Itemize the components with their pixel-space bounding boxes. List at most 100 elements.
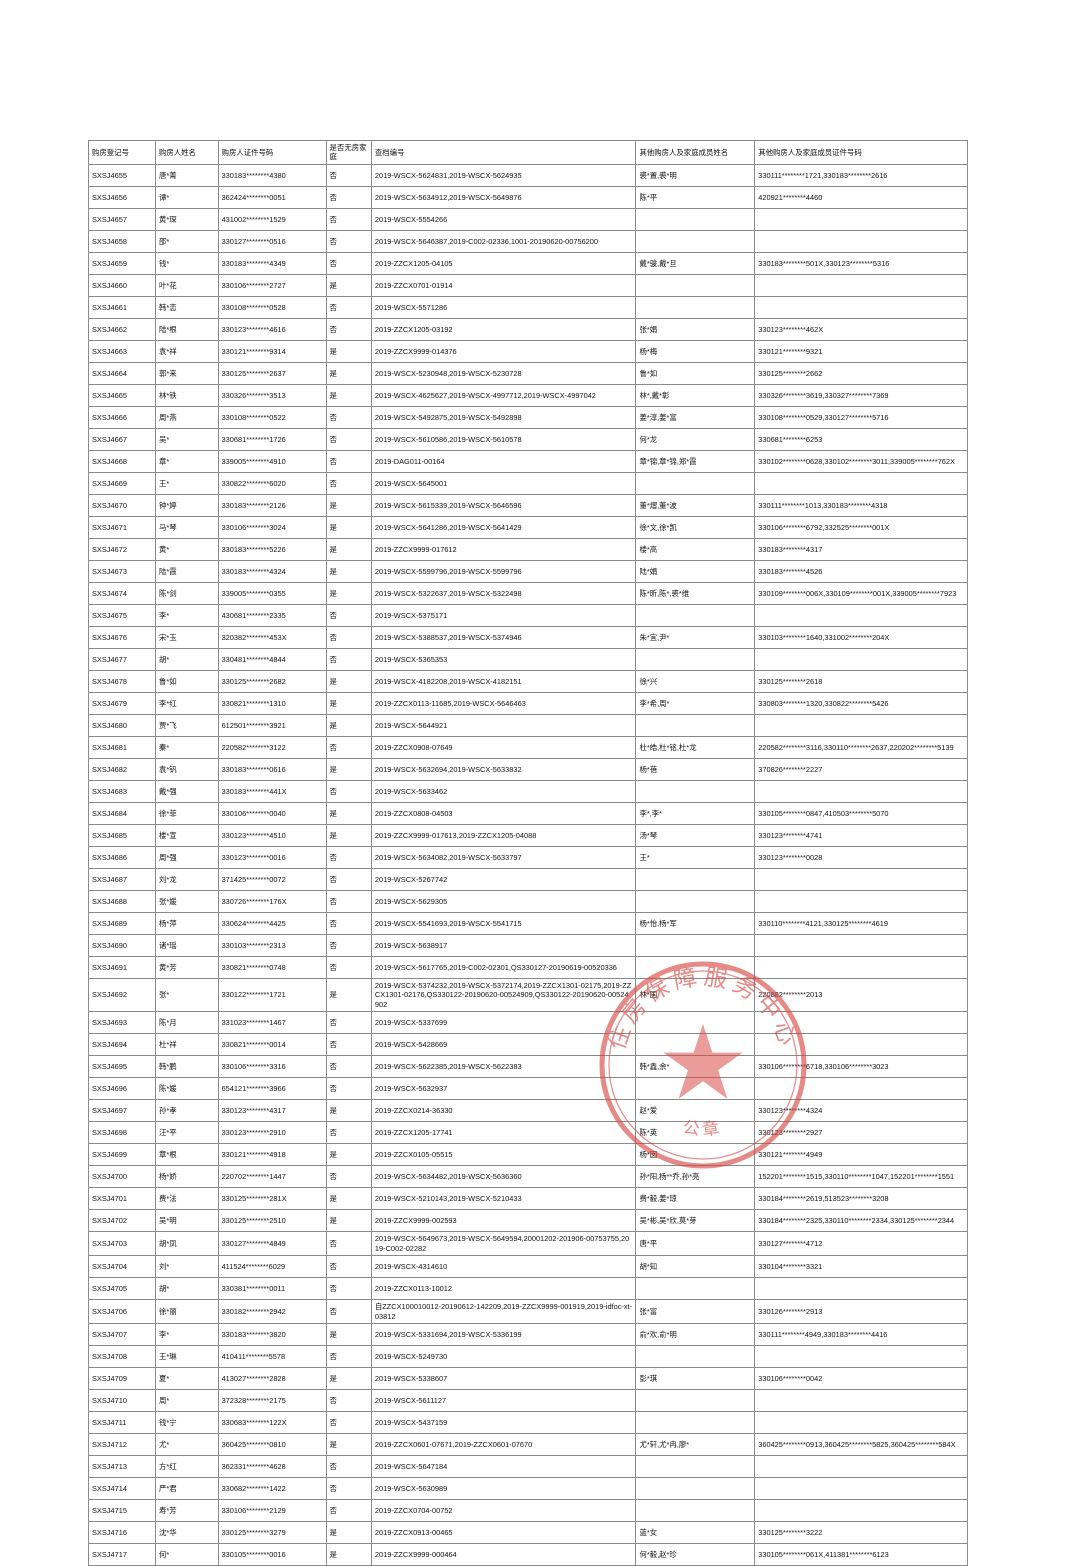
cell-archive-no: 2019-ZZCX0913-00465 [370, 1521, 637, 1545]
cell-other-names [635, 1277, 756, 1301]
cell-no-house-family: 是 [325, 515, 372, 539]
cell-buyer-id: 330125********281X [217, 1187, 327, 1211]
cell-archive-no: 2019-ZZCX1205-17741 [370, 1121, 637, 1145]
cell-no-house-family: 否 [325, 207, 372, 231]
cell-reg-no: SXSJ4704 [88, 1255, 156, 1279]
cell-reg-no: SXSJ4662 [88, 317, 156, 341]
cell-reg-no: SXSJ4659 [88, 251, 156, 275]
cell-no-house-family: 是 [325, 1187, 372, 1211]
cell-other-ids [754, 1455, 968, 1479]
cell-buyer-id: 330821********0014 [217, 1033, 327, 1057]
cell-other-names: 董*熠,董*波 [635, 493, 756, 517]
table-row: SXSJ4716 沈*华 330125********3279 是 2019-ZZCX0… [88, 1521, 968, 1545]
table-row: SXSJ4670 钟*婷 330183********2126 是 2019-WSCX-… [88, 493, 968, 517]
cell-reg-no: SXSJ4665 [88, 383, 156, 407]
cell-no-house-family: 是 [325, 339, 372, 363]
cell-other-ids [754, 273, 968, 297]
cell-buyer-name: 刘*龙 [154, 867, 219, 891]
cell-other-ids: 330106********6792,332525********001X [754, 515, 968, 539]
cell-other-names: 杜*皓,杜*铭,杜*龙 [635, 735, 756, 759]
cell-archive-no: 2019-WSCX-5599796,2019-WSCX-5599796 [370, 559, 637, 583]
cell-archive-no: 2019-WSCX-5641286,2019-WSCX-5641429 [370, 515, 637, 539]
table-row: SXSJ4698 汪*平 330123********2910 否 2019-ZZCX1… [88, 1121, 968, 1145]
cell-reg-no: SXSJ4686 [88, 845, 156, 869]
cell-no-house-family: 否 [325, 449, 372, 473]
cell-archive-no: 2019-WSCX-5374232,2019-WSCX-5372174,2019… [370, 977, 637, 1013]
cell-reg-no: SXSJ4679 [88, 691, 156, 715]
cell-reg-no: SXSJ4715 [88, 1499, 156, 1523]
cell-buyer-name: 杨*萍 [154, 911, 219, 935]
cell-no-house-family: 否 [325, 955, 372, 979]
table-row: SXSJ4693 陈*月 331023********1467 否 2019-WSCX-… [88, 1011, 968, 1035]
cell-buyer-name: 王*琳 [154, 1345, 219, 1369]
cell-other-names: 朱*宜,尹* [635, 625, 756, 649]
cell-buyer-id: 330481********4844 [217, 647, 327, 671]
cell-buyer-id: 330182********2942 [217, 1299, 327, 1325]
cell-buyer-name: 周*燕 [154, 405, 219, 429]
table-row: SXSJ4691 黄*芳 330821********0748 否 2019-WSCX-… [88, 955, 968, 979]
cell-reg-no: SXSJ4684 [88, 801, 156, 825]
cell-other-ids: 330183********4526 [754, 559, 968, 583]
table-row: SXSJ4706 徐*丽 330182********2942 否自ZZCX10001… [88, 1299, 968, 1325]
cell-other-ids: 330127********4712 [754, 1231, 968, 1257]
cell-archive-no: 2019-WSCX-5428669 [370, 1033, 637, 1057]
cell-other-ids [754, 229, 968, 253]
cell-no-house-family: 是 [325, 383, 372, 407]
cell-buyer-id: 330125********2637 [217, 361, 327, 385]
cell-buyer-id: 330122********1721 [217, 977, 327, 1013]
cell-other-names [635, 1389, 756, 1413]
cell-other-names: 蓝*女 [635, 1521, 756, 1545]
cell-other-ids: 330106********6718,330106********3023 [754, 1055, 968, 1079]
cell-no-house-family: 否 [325, 1255, 372, 1279]
cell-no-house-family: 否 [325, 889, 372, 913]
column-header-reg-no: 购房登记号 [88, 140, 156, 165]
table-row: SXSJ4662 陆*根 330123********4616 否 2019-ZZCX1… [88, 317, 968, 341]
table-row: SXSJ4675 李* 430681********2335 否 2019-WSCX-5… [88, 603, 968, 627]
table-row: SXSJ4671 马*琴 330106********3024 是 2019-WSCX-… [88, 515, 968, 539]
cell-reg-no: SXSJ4676 [88, 625, 156, 649]
table-row: SXSJ4700 杨*娇 220702********1447 否 2019-WSCX-… [88, 1165, 968, 1189]
cell-reg-no: SXSJ4675 [88, 603, 156, 627]
cell-archive-no: 2019-ZZCX9999-002593 [370, 1209, 637, 1233]
cell-other-names: 韩*鑫,余* [635, 1055, 756, 1079]
cell-reg-no: SXSJ4667 [88, 427, 156, 451]
cell-archive-no: 2019-WSCX-5645001 [370, 471, 637, 495]
cell-buyer-id: 330103********2313 [217, 933, 327, 957]
cell-no-house-family: 是 [325, 361, 372, 385]
table-row: SXSJ4672 黄* 330183********5226 是 2019-ZZCX99… [88, 537, 968, 561]
cell-reg-no: SXSJ4673 [88, 559, 156, 583]
cell-other-names: 杨*囡 [635, 1143, 756, 1167]
cell-reg-no: SXSJ4689 [88, 911, 156, 935]
cell-buyer-id: 330125********2682 [217, 669, 327, 693]
cell-buyer-id: 330127********0516 [217, 229, 327, 253]
cell-no-house-family: 是 [325, 1543, 372, 1566]
cell-other-names [635, 889, 756, 913]
cell-reg-no: SXSJ4690 [88, 933, 156, 957]
cell-other-names: 章*锦,章*锦,郑*霞 [635, 449, 756, 473]
cell-other-names [635, 779, 756, 803]
cell-buyer-name: 韩*恋 [154, 295, 219, 319]
cell-other-names: 陈*平 [635, 185, 756, 209]
cell-buyer-id: 330106********3316 [217, 1055, 327, 1079]
cell-no-house-family: 否 [325, 1055, 372, 1079]
cell-other-ids: 330123********2927 [754, 1121, 968, 1145]
cell-other-ids [754, 1345, 968, 1369]
cell-archive-no: 2019-WSCX-5249730 [370, 1345, 637, 1369]
cell-other-names [635, 229, 756, 253]
cell-buyer-name: 何* [154, 1543, 219, 1566]
cell-reg-no: SXSJ4670 [88, 493, 156, 517]
cell-archive-no: 2019-WSCX-5634482,2019-WSCX-5636360 [370, 1165, 637, 1189]
cell-reg-no: SXSJ4688 [88, 889, 156, 913]
table-row: SXSJ4712 尤* 360425********0810 是 2019-ZZCX06… [88, 1433, 968, 1457]
cell-archive-no: 2019-WSCX-5267742 [370, 867, 637, 891]
cell-other-ids [754, 1411, 968, 1435]
table-row: SXSJ4695 韩*鹏 330106********3316 否 2019-WSCX-… [88, 1055, 968, 1079]
cell-buyer-id: 413027********2828 [217, 1367, 327, 1391]
cell-reg-no: SXSJ4717 [88, 1543, 156, 1566]
cell-no-house-family: 是 [325, 1143, 372, 1167]
document-page: 购房登记号 购房人姓名 购房人证件号码 是否无房家庭 查档编号 其他购房人及家庭… [88, 140, 968, 1566]
table-row: SXSJ4696 陈*媛 654121********3966 否 2019-WSCX-… [88, 1077, 968, 1101]
cell-no-house-family: 否 [325, 1499, 372, 1523]
cell-archive-no: 2019-WSCX-5646387,2019-C002-02336,1001-2… [370, 229, 637, 253]
cell-buyer-name: 陈*月 [154, 1011, 219, 1035]
